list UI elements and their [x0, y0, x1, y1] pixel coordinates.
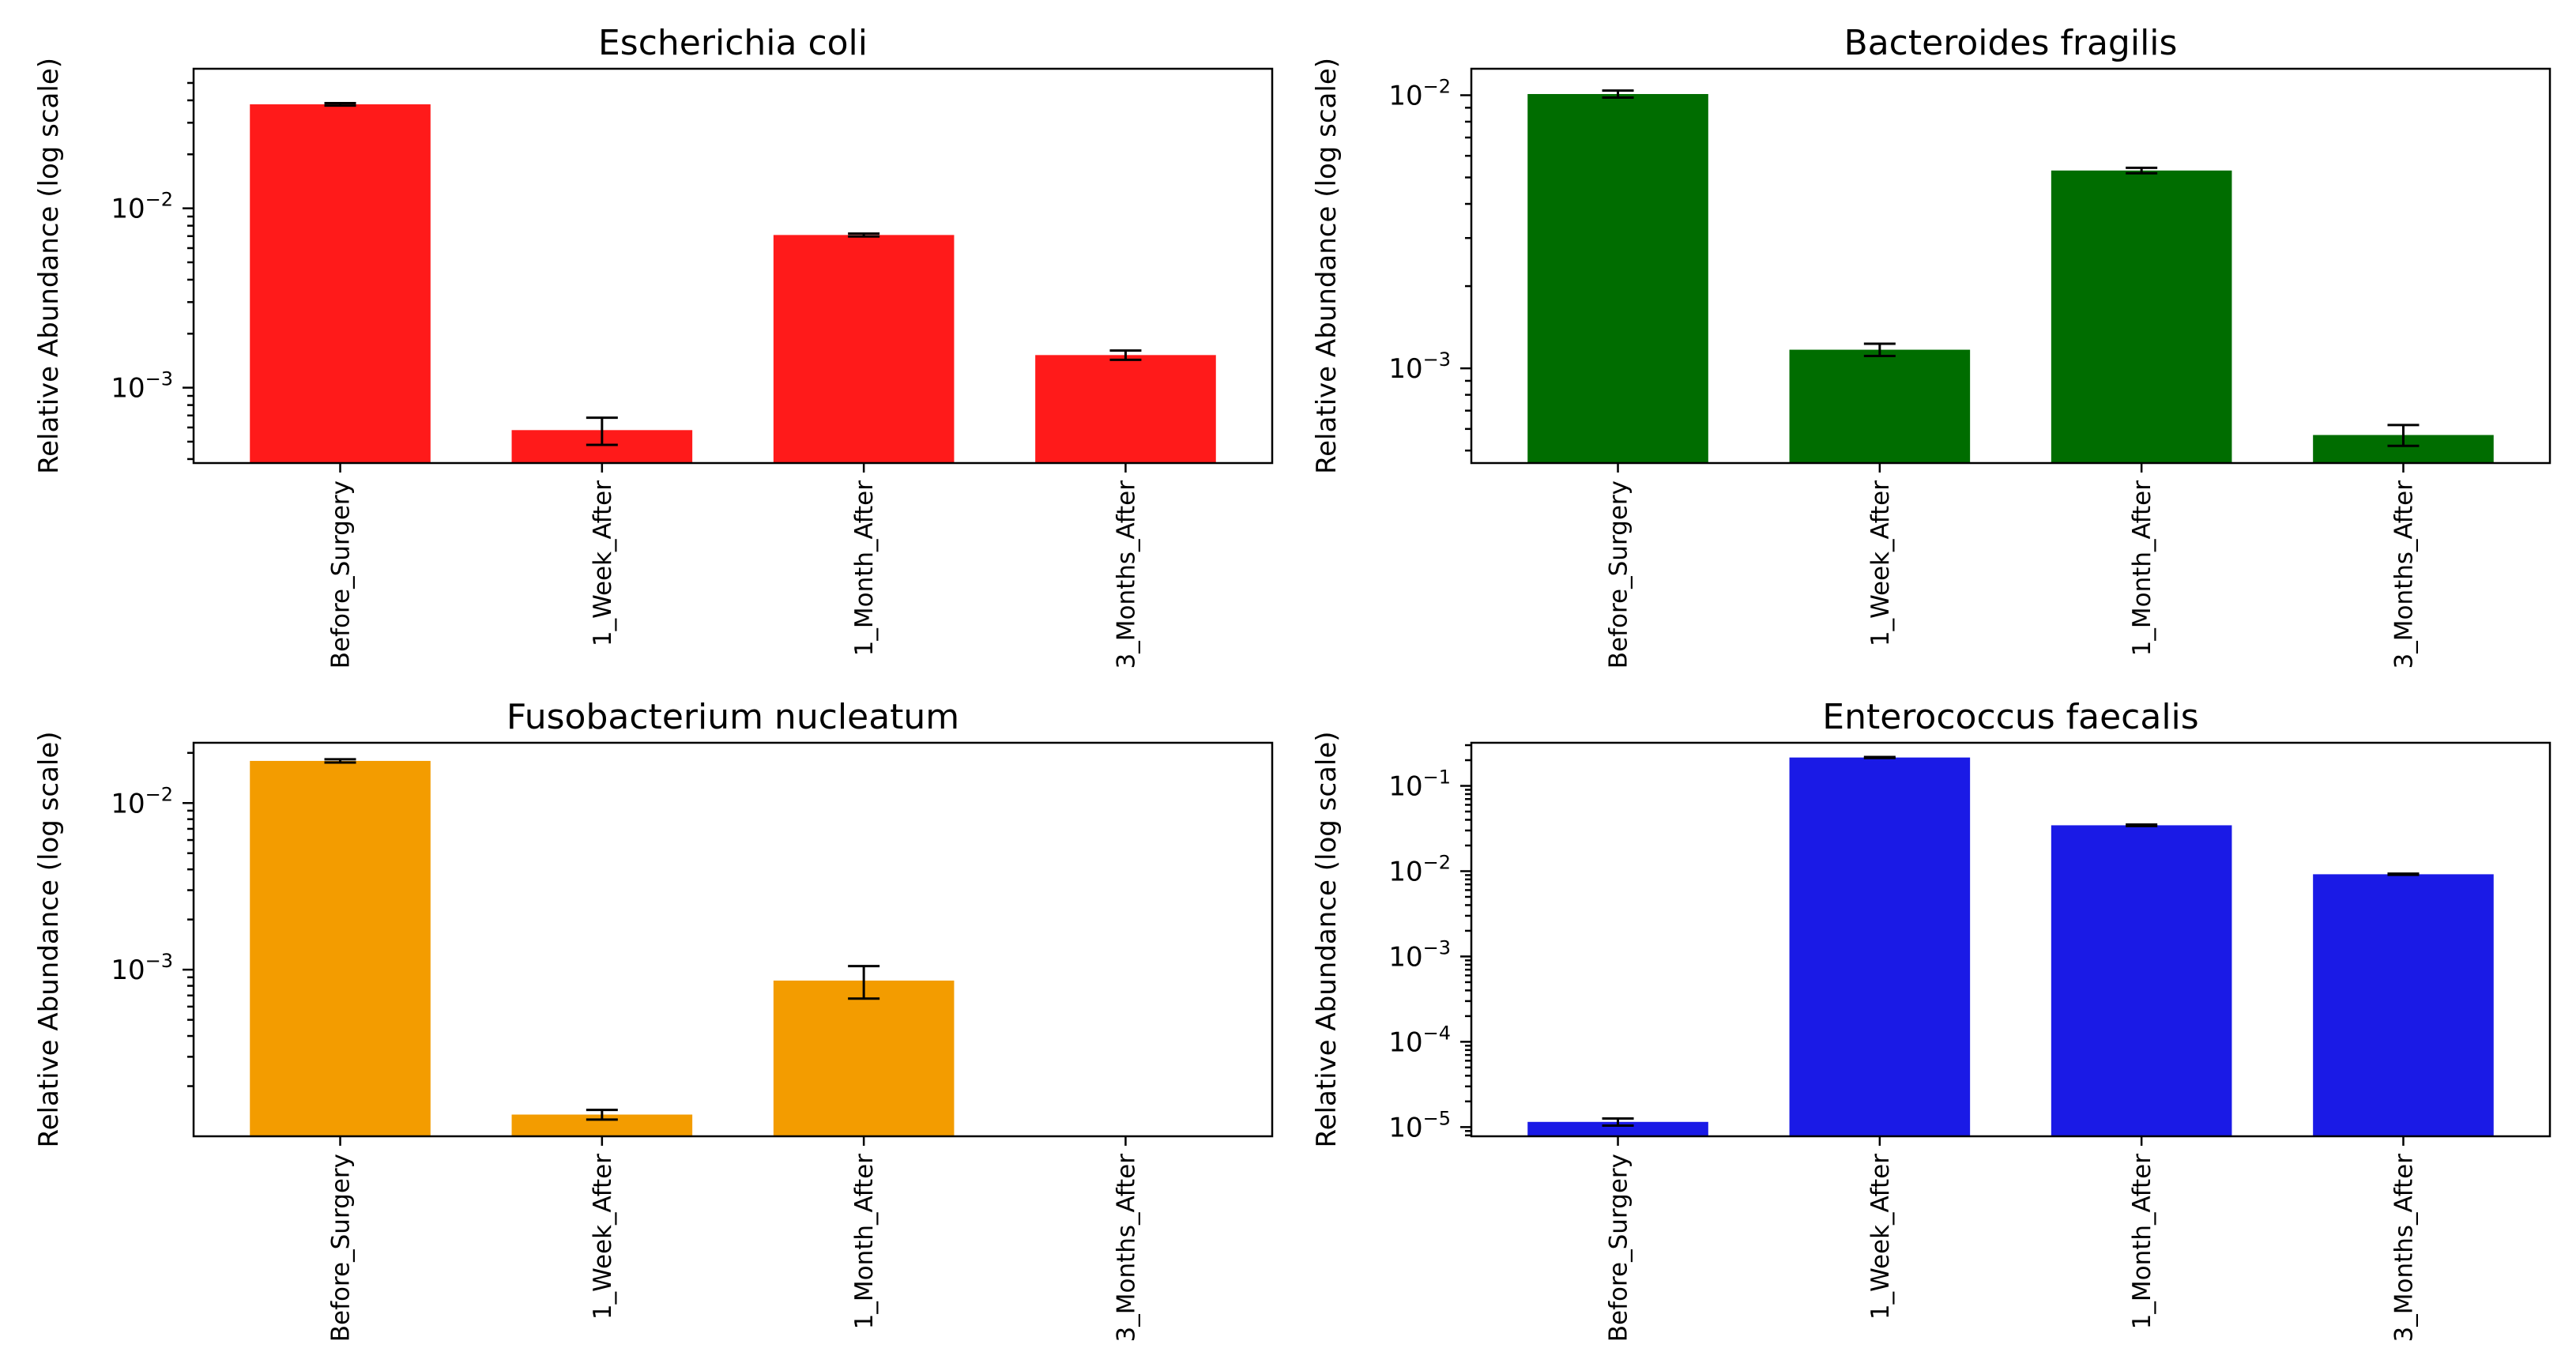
x-tick-label: Before_Surgery [1605, 1154, 1633, 1342]
y-tick-base: 10 [1388, 771, 1422, 803]
bar [2051, 170, 2232, 463]
y-tick-label: 10−2 [1388, 75, 1451, 111]
y-tick-label: 10−5 [1388, 1107, 1451, 1143]
chart-panel-b-fragilis: Bacteroides fragilis Relative Abundance (… [1311, 23, 2552, 669]
y-tick-exponent: −4 [1423, 1022, 1451, 1044]
x-tick-label: 3_Months_After [1112, 1154, 1140, 1343]
x-tick-label: 1_Week_After [1866, 480, 1895, 646]
plot-frame [1470, 67, 2552, 465]
y-tick-exponent: −3 [1423, 936, 1451, 958]
y-tick-label: 10−2 [111, 783, 173, 819]
x-tick-label: 1_Month_After [2128, 480, 2156, 657]
bar [1035, 355, 1216, 463]
y-tick-base: 10 [111, 955, 145, 986]
bar [1527, 94, 1708, 463]
bar [250, 104, 431, 463]
x-tick-label: 1_Week_After [589, 1154, 617, 1320]
y-tick-base: 10 [1388, 1112, 1422, 1143]
y-tick-base: 10 [111, 373, 145, 405]
y-tick-base: 10 [1388, 80, 1422, 111]
y-axis-label: Relative Abundance (log scale) [1311, 58, 1343, 474]
y-tick-label: 10−3 [1388, 348, 1451, 385]
chart-panel-e-coli: Escherichia coli Relative Abundance (log … [33, 23, 1274, 669]
y-tick-base: 10 [111, 194, 145, 225]
chart-panel-f-nucleatum: Fusobacterium nucleatum Relative Abundanc… [33, 697, 1274, 1343]
x-tick-label: 1_Week_After [1866, 1154, 1895, 1320]
y-tick-label: 10−4 [1388, 1022, 1451, 1058]
y-tick-exponent: −2 [145, 783, 173, 805]
y-tick-label: 10−2 [1388, 851, 1451, 887]
x-tick-label: Before_Surgery [327, 1154, 356, 1342]
bar [2051, 825, 2232, 1136]
x-tick-label: 1_Month_After [2128, 1154, 2156, 1330]
y-tick-exponent: −3 [1423, 348, 1451, 371]
bar [773, 980, 955, 1136]
x-tick-label: 1_Month_After [850, 480, 879, 657]
y-tick-base: 10 [1388, 1026, 1422, 1058]
y-tick-label: 10−3 [111, 950, 173, 986]
y-axis-label: Relative Abundance (log scale) [33, 58, 65, 474]
bar [1527, 1121, 1708, 1136]
y-tick-exponent: −2 [145, 189, 173, 211]
x-tick-label: Before_Surgery [327, 480, 356, 668]
y-tick-base: 10 [1388, 856, 1422, 887]
y-tick-base: 10 [111, 788, 145, 819]
x-tick-label: Before_Surgery [1605, 480, 1633, 668]
bar [773, 235, 955, 463]
bar [250, 760, 431, 1136]
x-tick-label: 3_Months_After [2390, 1154, 2418, 1343]
y-tick-base: 10 [1388, 941, 1422, 973]
chart-title: Escherichia coli [598, 23, 868, 63]
bar [1789, 757, 1971, 1136]
y-tick-label: 10−2 [111, 189, 173, 225]
y-axis-label: Relative Abundance (log scale) [33, 731, 65, 1147]
y-tick-label: 10−3 [111, 368, 173, 405]
y-tick-exponent: −1 [1423, 766, 1451, 789]
y-axis-label: Relative Abundance (log scale) [1311, 731, 1343, 1147]
chart-title: Bacteroides fragilis [1844, 23, 2178, 63]
x-tick-label: 3_Months_After [1112, 480, 1140, 669]
bar [1789, 349, 1971, 463]
bar [2313, 874, 2494, 1136]
y-tick-exponent: −3 [145, 950, 173, 972]
y-tick-label: 10−1 [1388, 766, 1451, 803]
chart-title: Fusobacterium nucleatum [507, 697, 959, 737]
x-tick-label: 1_Month_After [850, 1154, 879, 1330]
chart-panel-e-faecalis: Enterococcus faecalis Relative Abundance … [1311, 697, 2552, 1343]
y-tick-base: 10 [1388, 353, 1422, 385]
x-tick-label: 1_Week_After [589, 480, 617, 646]
x-tick-label: 3_Months_After [2390, 480, 2418, 669]
y-tick-exponent: −5 [1423, 1107, 1451, 1129]
plot-frame [192, 741, 1274, 1138]
y-tick-exponent: −2 [1423, 75, 1451, 97]
y-tick-label: 10−3 [1388, 936, 1451, 973]
y-tick-exponent: −2 [1423, 851, 1451, 873]
plot-frame [1470, 741, 2552, 1138]
y-tick-exponent: −3 [145, 368, 173, 390]
chart-title: Enterococcus faecalis [1822, 697, 2198, 737]
plot-frame [192, 67, 1274, 465]
